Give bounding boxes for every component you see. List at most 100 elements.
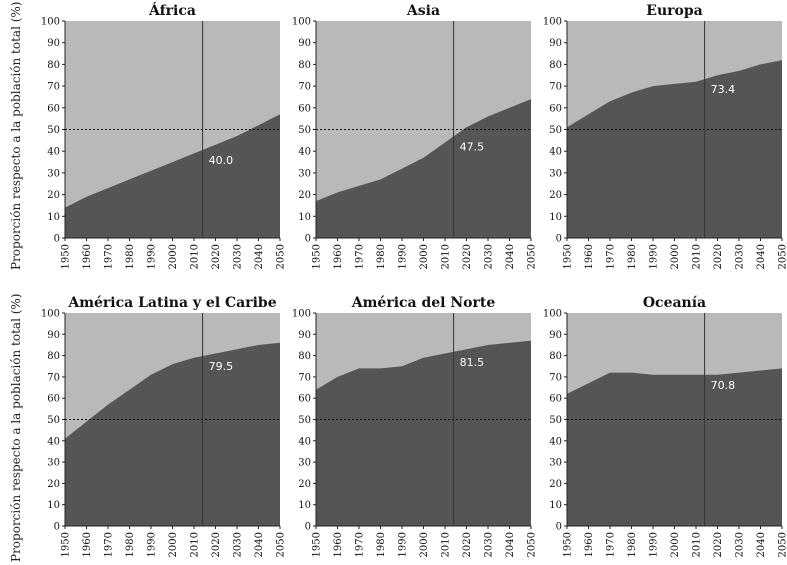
y-tick-label: 70 [549, 82, 562, 93]
y-tick-label: 20 [298, 479, 311, 490]
y-tick-label: 70 [298, 372, 311, 383]
x-tick-label: 1950 [61, 244, 72, 269]
x-tick-label: 2020 [211, 244, 222, 269]
x-tick-label: 2010 [441, 244, 452, 269]
y-tick-label: 80 [47, 60, 60, 71]
current-value-label: 40.0 [209, 154, 234, 167]
urban-area [65, 342, 280, 526]
y-tick-label: 80 [298, 60, 311, 71]
y-tick-label: 50 [298, 125, 311, 136]
y-tick-label: 60 [47, 103, 60, 114]
x-tick-label: 2000 [670, 532, 681, 557]
x-tick-label: 2050 [778, 244, 787, 269]
y-tick-label: 60 [549, 103, 562, 114]
x-tick-label: 1970 [355, 244, 366, 269]
y-tick-label: 20 [47, 479, 60, 490]
y-tick-label: 50 [549, 125, 562, 136]
x-tick-label: 2000 [419, 532, 430, 557]
y-tick-label: 60 [549, 394, 562, 405]
y-tick-label: 10 [47, 500, 60, 511]
x-tick-label: 1950 [563, 532, 574, 557]
panel-title: África [148, 1, 196, 19]
x-tick-label: 2050 [527, 244, 538, 269]
x-tick-label: 1960 [584, 244, 595, 269]
y-tick-label: 90 [298, 38, 311, 49]
x-tick-label: 2000 [670, 244, 681, 269]
x-tick-label: 1980 [627, 244, 638, 269]
y-tick-label: 40 [549, 436, 562, 447]
urban-area [567, 60, 782, 238]
x-tick-label: 1960 [333, 532, 344, 557]
x-tick-label: 2030 [233, 244, 244, 269]
y-axis-label-bottom: Proporción respecto a la población total… [9, 294, 23, 563]
y-tick-label: 0 [305, 234, 311, 245]
y-tick-label: 90 [549, 330, 562, 341]
x-tick-label: 1970 [606, 532, 617, 557]
y-axis-label-top: Proporción respecto a la población total… [9, 2, 23, 271]
x-tick-label: 1960 [584, 532, 595, 557]
y-tick-label: 80 [298, 351, 311, 362]
y-tick-label: 100 [41, 309, 60, 320]
x-tick-label: 2010 [692, 244, 703, 269]
y-tick-label: 0 [556, 234, 562, 245]
x-tick-label: 1980 [125, 244, 136, 269]
x-tick-label: 2030 [233, 532, 244, 557]
x-tick-label: 2020 [211, 532, 222, 557]
y-tick-label: 0 [54, 234, 60, 245]
x-tick-label: 2000 [168, 244, 179, 269]
x-tick-label: 1970 [355, 532, 366, 557]
y-tick-label: 70 [549, 372, 562, 383]
x-tick-label: 2050 [527, 532, 538, 557]
x-tick-label: 2050 [276, 244, 287, 269]
y-tick-label: 40 [47, 147, 60, 158]
x-tick-label: 2040 [505, 244, 516, 269]
y-tick-label: 90 [549, 38, 562, 49]
y-tick-label: 30 [549, 458, 562, 469]
y-tick-label: 100 [543, 309, 562, 320]
panel-title: Europa [646, 3, 702, 19]
x-tick-label: 1990 [147, 532, 158, 557]
y-tick-label: 20 [549, 479, 562, 490]
x-tick-label: 1960 [82, 244, 93, 269]
x-tick-label: 2020 [713, 244, 724, 269]
y-tick-label: 0 [305, 522, 311, 533]
x-tick-label: 2000 [419, 244, 430, 269]
x-tick-label: 2010 [190, 532, 201, 557]
urban-area [316, 340, 531, 526]
x-tick-label: 2050 [276, 532, 287, 557]
x-tick-label: 2010 [692, 532, 703, 557]
x-tick-label: 1970 [606, 244, 617, 269]
urban-area [316, 99, 531, 238]
y-tick-label: 40 [298, 436, 311, 447]
y-tick-label: 80 [47, 351, 60, 362]
x-tick-label: 1970 [104, 244, 115, 269]
y-tick-label: 100 [543, 17, 562, 28]
x-tick-label: 1960 [82, 532, 93, 557]
y-tick-label: 10 [298, 212, 311, 223]
y-tick-label: 100 [292, 17, 311, 28]
x-tick-label: 1950 [563, 244, 574, 269]
current-value-label: 79.5 [209, 360, 234, 373]
current-value-label: 70.8 [711, 379, 736, 392]
x-tick-label: 2040 [756, 244, 767, 269]
y-tick-label: 50 [549, 415, 562, 426]
x-tick-label: 2030 [735, 244, 746, 269]
current-value-label: 47.5 [460, 140, 485, 153]
y-tick-label: 20 [298, 190, 311, 201]
y-tick-label: 90 [298, 330, 311, 341]
x-tick-label: 2010 [190, 244, 201, 269]
x-tick-label: 1950 [312, 532, 323, 557]
y-tick-label: 70 [298, 82, 311, 93]
y-tick-label: 60 [47, 394, 60, 405]
panel-title: Asia [406, 3, 440, 19]
x-tick-label: 1990 [147, 244, 158, 269]
current-value-label: 73.4 [711, 83, 736, 96]
x-tick-label: 1980 [627, 532, 638, 557]
x-tick-label: 1990 [398, 532, 409, 557]
y-tick-label: 50 [47, 415, 60, 426]
x-tick-label: 2040 [254, 532, 265, 557]
